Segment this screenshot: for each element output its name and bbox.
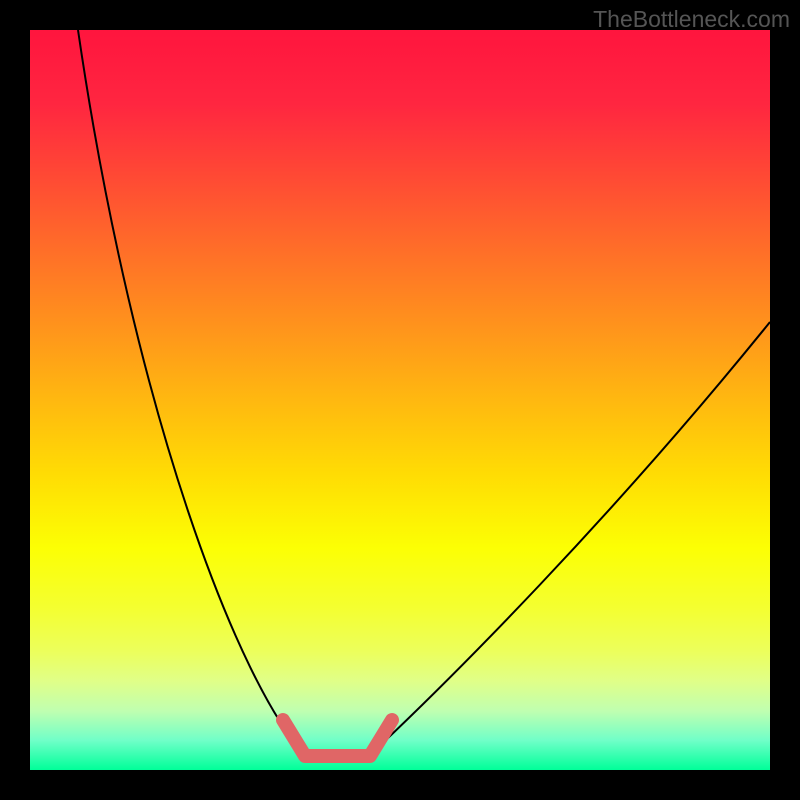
watermark-text: TheBottleneck.com: [593, 6, 790, 33]
chart-canvas: TheBottleneck.com: [0, 0, 800, 800]
accent-marker: [0, 0, 800, 800]
